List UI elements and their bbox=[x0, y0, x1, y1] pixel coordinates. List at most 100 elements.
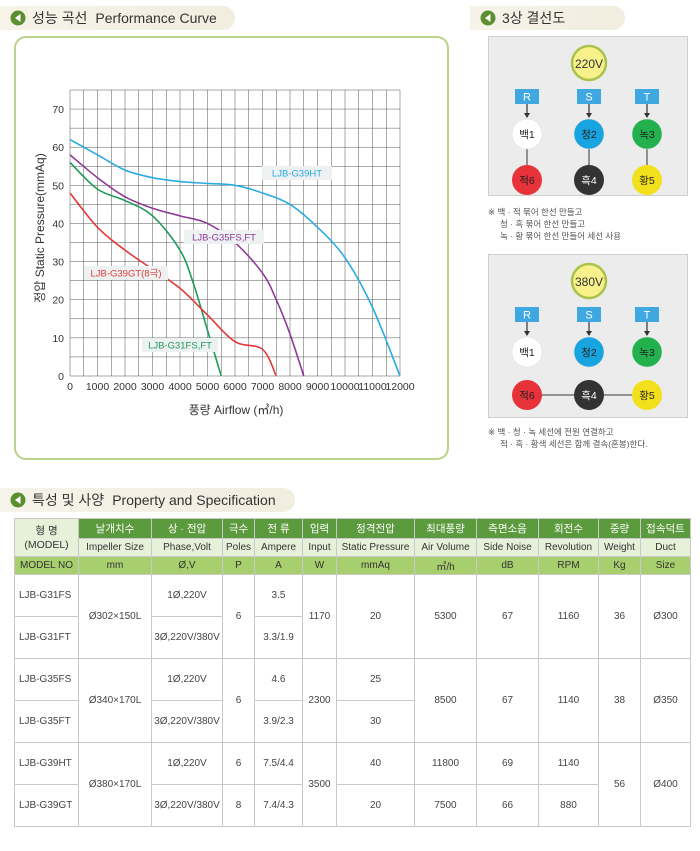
header-cell: 형 명 (MODEL) bbox=[14, 518, 79, 557]
perf-section-header: 성능 곡선 Performance Curve bbox=[0, 6, 235, 30]
static-pressure-cell: 30 bbox=[336, 700, 415, 743]
header-cell: A bbox=[254, 556, 303, 575]
poles-cell: 8 bbox=[222, 784, 255, 827]
note-line: ※ 백 · 적 묶어 한선 만들고 bbox=[488, 207, 583, 217]
air-volume-cell: 5300 bbox=[414, 574, 477, 659]
note-line: 녹 · 황 묶어 한선 만들어 세선 사용 bbox=[500, 231, 622, 241]
header-cell: 중량 bbox=[598, 518, 641, 539]
performance-chart-box: 0 1000 2000 3000 4000 5000 6000 7000 8000 9000 100… bbox=[14, 36, 449, 460]
wire-node-label: 녹3 bbox=[639, 347, 655, 359]
series-line bbox=[69, 154, 305, 377]
impeller-size-cell: Ø380×170L bbox=[78, 742, 152, 827]
header-cell: W bbox=[302, 556, 337, 575]
table-row: LJB-G39HT Ø380×170L 1Ø,220V 6 7.5/4.4 35… bbox=[14, 742, 691, 827]
wiring-panel-220v: 220V R S T 백1 청2 녹3 적6 흑4 황5 bbox=[488, 36, 688, 196]
phase-box bbox=[577, 89, 601, 104]
air-volume-cell: 11800 bbox=[414, 742, 477, 785]
wire-node-label: 녹3 bbox=[639, 129, 655, 141]
series-label-bg bbox=[184, 230, 264, 244]
header-cell: Phase,Volt bbox=[151, 538, 223, 557]
wire-node bbox=[632, 165, 662, 195]
wire-node bbox=[512, 380, 542, 410]
phase-label: T bbox=[644, 310, 651, 322]
y-tick-label: 70 bbox=[52, 104, 64, 116]
weight-cell: 56 bbox=[598, 742, 641, 827]
header-cell: Revolution bbox=[538, 538, 599, 557]
wire-node bbox=[574, 165, 604, 195]
header-cell: 전 류 bbox=[254, 518, 303, 539]
note-line: ※ 백 · 청 · 녹 세선에 전원 연결하고 bbox=[488, 427, 614, 437]
wire-node bbox=[631, 118, 663, 150]
header-cell: Poles bbox=[222, 538, 255, 557]
header-model-sub: (MODEL) bbox=[24, 538, 69, 551]
phase-box bbox=[635, 89, 659, 104]
header-cell: Ampere bbox=[254, 538, 303, 557]
wire-node bbox=[632, 380, 662, 410]
x-tick-label: 2000 bbox=[113, 381, 137, 393]
series-label-bg bbox=[262, 166, 332, 180]
header-cell: Ø,V bbox=[151, 556, 223, 575]
series-line bbox=[69, 138, 401, 377]
ampere-cell: 4.6 bbox=[254, 658, 303, 701]
chart-ticks: 0 1000 2000 3000 4000 5000 6000 7000 8000 9000 100… bbox=[52, 104, 414, 393]
header-cell: MODEL NO bbox=[14, 556, 79, 575]
header-cell: Size bbox=[640, 556, 691, 575]
weight-cell: 38 bbox=[598, 658, 641, 743]
perf-title-ko: 성능 곡선 bbox=[32, 10, 88, 26]
input-cell: 3500 bbox=[302, 742, 337, 827]
header-cell: dB bbox=[476, 556, 539, 575]
wire-node-label: 청2 bbox=[581, 129, 597, 141]
revolution-cell: 1160 bbox=[538, 574, 599, 659]
poles-cell: 6 bbox=[222, 658, 255, 743]
series-line bbox=[69, 161, 223, 377]
wire-node bbox=[574, 380, 604, 410]
revolution-cell: 1140 bbox=[538, 658, 599, 743]
air-volume-cell: 8500 bbox=[414, 658, 477, 743]
arrow-down-icon bbox=[524, 331, 530, 336]
wire-node-label: 흑4 bbox=[581, 174, 597, 187]
phase-cell: 1Ø,220V bbox=[151, 574, 223, 617]
header-cell: 입력 bbox=[302, 518, 337, 539]
phase-label: S bbox=[585, 310, 592, 322]
series-label-bg bbox=[142, 338, 218, 352]
y-tick-label: 0 bbox=[58, 371, 64, 383]
header-cell: Air Volume bbox=[414, 538, 477, 557]
header-cell: Duct bbox=[640, 538, 691, 557]
wire-node-label: 청2 bbox=[581, 347, 597, 359]
wiring-note-220v: ※ 백 · 적 묶어 한선 만들고 청 · 흑 묶어 한선 만들고 녹 · 황 … bbox=[488, 206, 693, 242]
model-cell: LJB-G31FS bbox=[14, 574, 79, 617]
note-line: 적 · 흑 · 황색 세선은 함께 결속(혼봉)한다. bbox=[500, 439, 648, 449]
y-tick-label: 20 bbox=[52, 295, 64, 307]
side-noise-cell: 67 bbox=[476, 658, 539, 743]
table-header-row-ko: 형 명 (MODEL) 날개치수 상 · 전압 극수 전 류 입력 정격전압 최… bbox=[14, 518, 691, 557]
wire-node-label: 황5 bbox=[639, 390, 655, 402]
wiring-note-380v: ※ 백 · 청 · 녹 세선에 전원 연결하고 적 · 흑 · 황색 세선은 함… bbox=[488, 426, 693, 450]
wire-node bbox=[511, 336, 543, 368]
series-label: LJB-G39HT bbox=[272, 169, 322, 180]
ampere-cell: 7.5/4.4 bbox=[254, 742, 303, 785]
phase-box bbox=[515, 307, 539, 322]
x-tick-label: 11000 bbox=[358, 381, 387, 393]
duct-cell: Ø400 bbox=[640, 742, 691, 827]
perf-title-en: Performance Curve bbox=[95, 10, 217, 26]
header-cell: Side Noise bbox=[476, 538, 539, 557]
series-line bbox=[69, 192, 277, 377]
x-tick-label: 9000 bbox=[306, 381, 330, 393]
header-cell: 회전수 bbox=[538, 518, 599, 539]
wire-node bbox=[573, 118, 605, 150]
arrow-down-icon bbox=[524, 113, 530, 118]
header-cell: Weight bbox=[598, 538, 641, 557]
spec-title-en: Property and Specification bbox=[112, 492, 276, 508]
wire-node-label: 적6 bbox=[519, 390, 535, 402]
wire-node-label: 백1 bbox=[519, 347, 535, 359]
impeller-size-cell: Ø340×170L bbox=[78, 658, 152, 743]
table-row: LJB-G31FT 3Ø,220V/380V 3.3/1.9 bbox=[14, 616, 691, 659]
input-cell: 1170 bbox=[302, 574, 337, 659]
model-cell: LJB-G35FS bbox=[14, 658, 79, 701]
revolution-cell: 880 bbox=[538, 784, 599, 827]
ampere-cell: 7.4/4.3 bbox=[254, 784, 303, 827]
header-cell: mm bbox=[78, 556, 152, 575]
wiring-diagram-220v: 220V R S T 백1 청2 녹3 적6 흑4 황5 bbox=[511, 44, 663, 195]
header-cell: Input bbox=[302, 538, 337, 557]
x-tick-label: 10000 bbox=[330, 381, 359, 393]
